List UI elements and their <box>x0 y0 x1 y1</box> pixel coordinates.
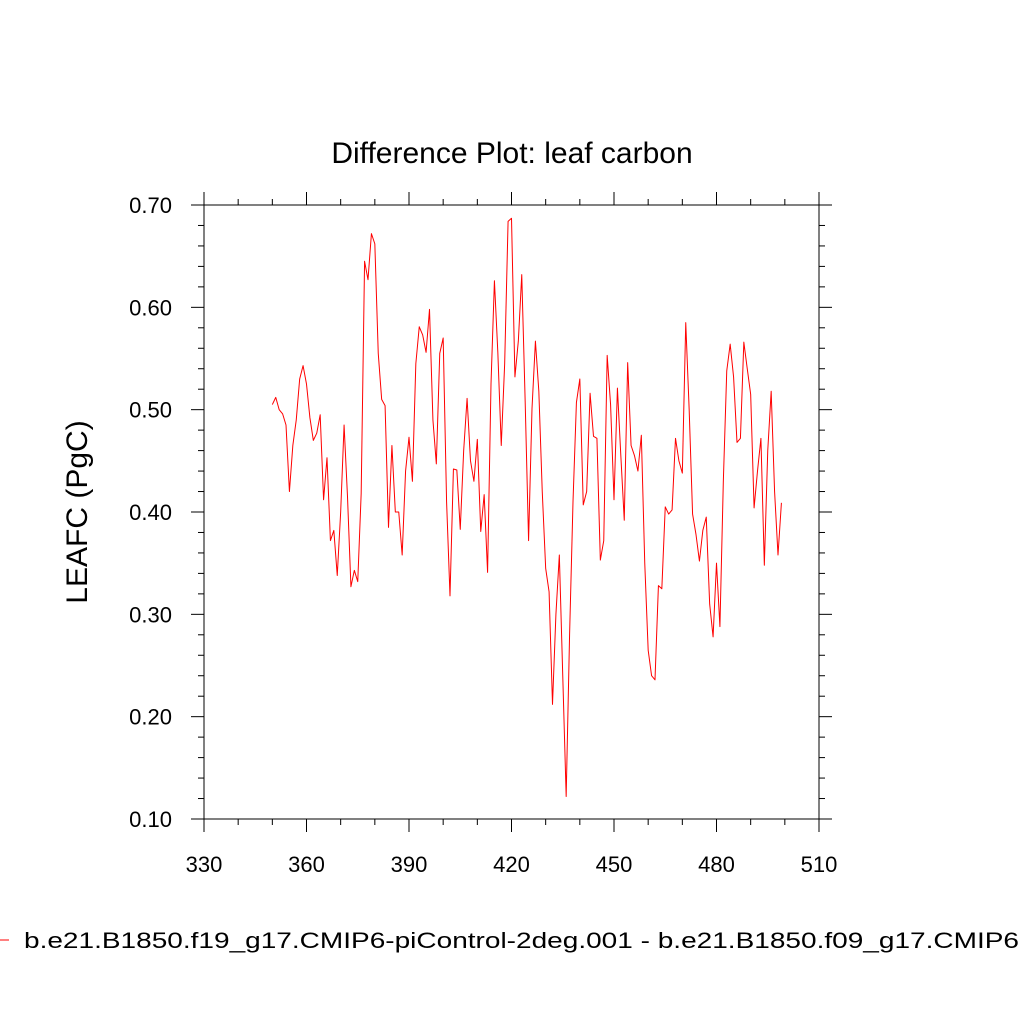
x-axis: 330 360 390 420 450 480 510 <box>186 192 838 877</box>
plot-frame <box>203 204 820 820</box>
y-tick-label: 0.30 <box>129 602 172 627</box>
series-line <box>271 217 782 797</box>
y-tick-label: 0.10 <box>129 807 172 832</box>
y-tick-label: 0.20 <box>129 705 172 730</box>
y-tick-label: 0.70 <box>129 193 172 218</box>
legend-label: b.e21.B1850.f19_g17.CMIP6-piControl-2deg… <box>24 928 1019 953</box>
y-axis-label: LEAFC (PgC) <box>61 420 94 603</box>
y-tick-label: 0.60 <box>129 295 172 320</box>
y-tick-label: 0.40 <box>129 500 172 525</box>
y-axis: 0.10 0.20 0.30 0.40 0.50 0.60 0.70 <box>129 193 832 832</box>
chart-title: Difference Plot: leaf carbon <box>331 137 692 170</box>
x-tick-label: 390 <box>391 852 428 877</box>
x-tick-label: 330 <box>186 852 223 877</box>
x-tick-label: 480 <box>698 852 735 877</box>
x-tick-label: 360 <box>288 852 325 877</box>
x-tick-label: 420 <box>493 852 530 877</box>
x-tick-label: 450 <box>596 852 633 877</box>
x-tick-label: 510 <box>801 852 838 877</box>
y-tick-label: 0.50 <box>129 398 172 423</box>
